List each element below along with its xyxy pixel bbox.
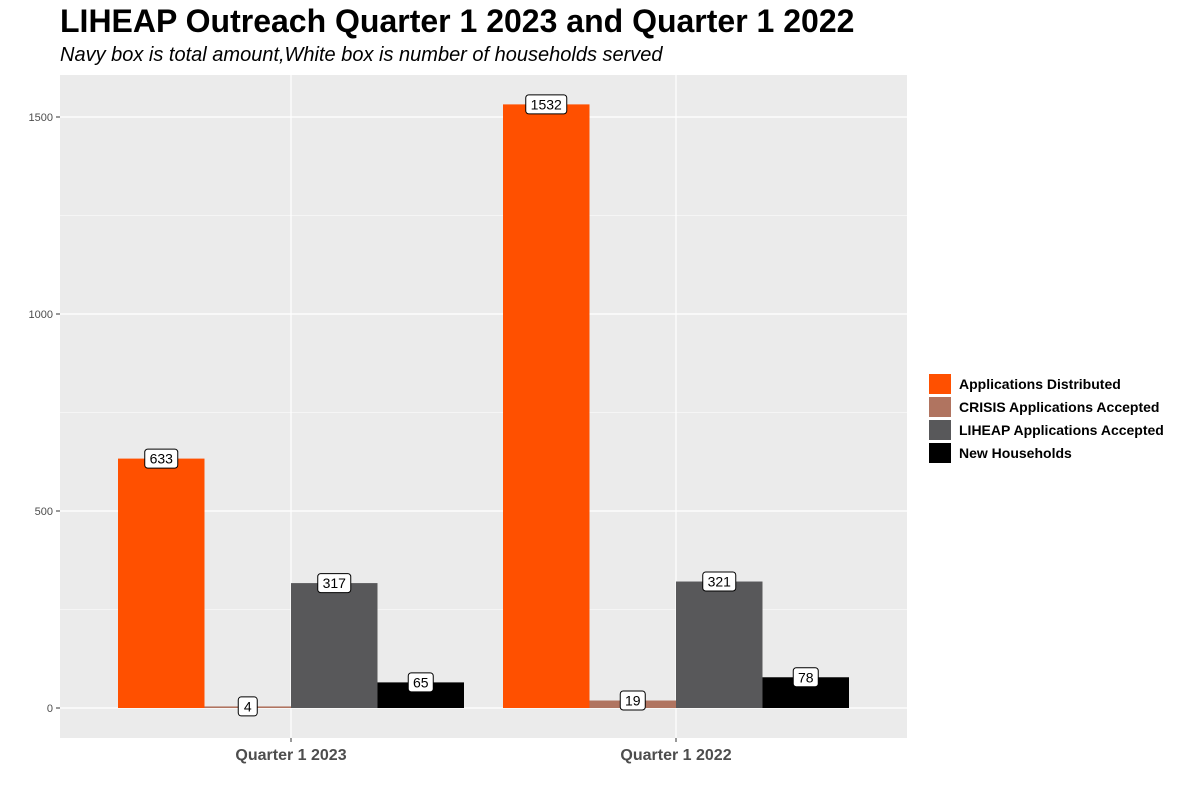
data-label-text: 1532 — [531, 96, 562, 112]
bar — [676, 581, 763, 708]
axis-layer: 0 500 1000 1500 Quarter 1 2023 Quarter 1 2022 — [29, 112, 732, 764]
data-label: 65 — [407, 672, 434, 693]
data-label-box — [702, 571, 737, 592]
data-label: 321 — [702, 571, 737, 592]
legend-label: Applications Distributed — [959, 375, 1121, 392]
data-label: 317 — [317, 573, 352, 594]
bar — [118, 458, 205, 708]
data-label: 633 — [144, 448, 179, 469]
data-label-box — [619, 690, 646, 711]
data-label: 4 — [237, 696, 258, 717]
data-label-box — [237, 696, 258, 717]
data-label-box — [792, 667, 819, 688]
bar — [503, 104, 590, 709]
data-label-text: 4 — [244, 698, 252, 714]
data-label-box — [144, 448, 179, 469]
data-label: 78 — [792, 667, 819, 688]
data-label-text: 633 — [150, 451, 174, 467]
chart-subtitle: Navy box is total amount,White box is nu… — [60, 44, 663, 66]
y-tick-label: 1000 — [29, 309, 53, 321]
bars-layer — [118, 104, 849, 709]
y-tick-label: 500 — [35, 506, 53, 518]
data-label-text: 321 — [708, 574, 732, 590]
data-label-box — [525, 94, 568, 115]
data-label-text: 19 — [625, 693, 641, 709]
legend-swatch — [929, 373, 951, 394]
data-label-text: 65 — [413, 674, 429, 690]
data-label: 19 — [619, 690, 646, 711]
data-label-text: 317 — [323, 575, 347, 591]
data-label: 1532 — [525, 94, 568, 115]
data-label-text: 78 — [798, 669, 814, 685]
legend-label: LIHEAP Applications Accepted — [959, 421, 1164, 438]
legend-swatch — [929, 396, 951, 417]
legend-item: New Households — [929, 441, 1164, 464]
data-label-box — [407, 672, 434, 693]
legend-swatch — [929, 442, 951, 463]
x-tick-label: Quarter 1 2023 — [235, 747, 346, 764]
data-label-box — [317, 573, 352, 594]
legend-item: LIHEAP Applications Accepted — [929, 418, 1164, 441]
legend-item: Applications Distributed — [929, 372, 1164, 395]
legend-label: New Households — [959, 444, 1072, 461]
legend-item: CRISIS Applications Accepted — [929, 395, 1164, 418]
chart-title: LIHEAP Outreach Quarter 1 2023 and Quart… — [60, 3, 855, 39]
x-tick-label: Quarter 1 2022 — [620, 747, 731, 764]
legend-label: CRISIS Applications Accepted — [959, 398, 1160, 415]
data-labels-layer: 633 4 317 65 1532 19 321 78 — [144, 94, 819, 717]
legend: Applications Distributed CRISIS Applicati… — [929, 372, 1164, 464]
y-tick-label: 1500 — [29, 112, 53, 124]
legend-swatch — [929, 419, 951, 440]
y-tick-label: 0 — [47, 703, 53, 715]
bar — [291, 583, 378, 708]
